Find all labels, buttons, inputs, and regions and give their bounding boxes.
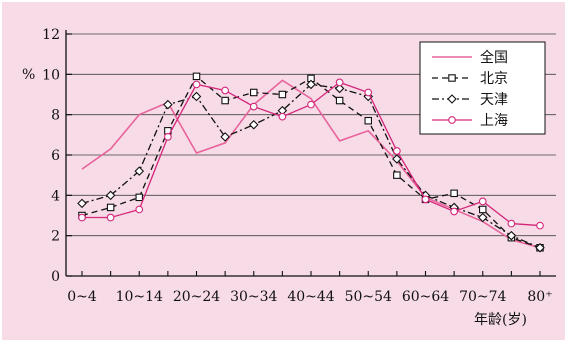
circle-marker [164,133,172,141]
diamond-marker [191,91,202,102]
circle-marker [364,88,373,97]
diamond-marker [447,94,457,104]
diamond-marker [220,132,230,142]
square-marker [106,203,115,212]
axes [65,30,556,277]
square-marker [450,189,458,198]
diamond-marker [535,242,545,253]
diamond-marker [105,190,116,201]
circle-marker [335,78,344,87]
series-lines [77,72,545,253]
series-2 [78,72,544,252]
square-marker [192,72,201,81]
circle-marker [478,197,487,206]
square-marker [278,90,287,99]
diamond-marker [248,119,259,130]
x-tick-label: 0~4 [67,289,97,305]
circle-marker [249,102,258,111]
circle-marker [450,207,458,216]
legend-label: 天津 [480,92,508,108]
legend-item: 北京 [432,71,508,87]
circle-marker [393,147,401,155]
diamond-marker [306,79,316,90]
x-tick-label: 70~74 [459,289,506,305]
series-line [81,79,541,249]
diamond-marker [77,198,87,209]
y-tick-label: 0 [51,269,60,285]
circle-marker [221,86,229,95]
y-tick-label: 4 [51,188,60,204]
series-4 [78,78,544,230]
x-tick-label: 10~14 [116,289,163,305]
square-marker [364,116,372,125]
circle-marker [307,100,315,109]
square-marker [221,96,229,105]
y-tick-label: 10 [42,67,60,83]
circle-marker [135,205,144,214]
series-1 [81,79,541,249]
diamond-marker [506,230,517,241]
circle-marker [421,195,430,204]
legend-item: 上海 [432,113,508,129]
circle-marker [192,80,201,89]
legend-item: 天津 [432,92,508,108]
diamond-marker [163,99,173,110]
square-marker [478,205,487,214]
diamond-marker [134,166,145,176]
x-tick-label: 20~24 [173,289,220,305]
series-3 [77,79,545,253]
y-tick-label: 6 [51,148,60,164]
y-tick-label: 2 [51,229,60,245]
x-tick-label: 50~54 [345,289,392,305]
circle-marker [448,116,456,124]
x-tick-label: 60~64 [402,289,449,305]
y-tick-label: 8 [51,108,60,124]
square-marker [448,74,456,82]
x-tick-label: 40~44 [287,289,334,305]
legend-label: 上海 [480,113,508,129]
y-axis-unit: % [22,67,35,83]
diamond-marker [392,154,402,164]
legend-label: 北京 [480,71,508,87]
circle-marker [278,112,287,121]
y-tick-labels: 0 2 4 6 8 10 12 [42,27,60,285]
circle-marker [78,213,86,222]
legend-item: 全国 [432,49,508,66]
square-marker [335,96,344,105]
x-tick-label: 30~34 [230,289,277,305]
square-marker [393,171,401,179]
diamond-marker [334,83,345,94]
x-tick-label: 80⁺ [527,289,552,305]
circle-marker [507,219,516,228]
square-marker [135,193,144,202]
circle-marker [106,213,115,222]
circle-marker [536,221,544,230]
x-axis-title: 年龄(岁) [474,312,527,328]
square-marker [250,88,258,97]
x-tick-labels: 0~4 10~14 20~24 30~34 40~44 50~54 60~64 70~74 80… [67,289,552,305]
legend-label: 全国 [480,49,508,66]
diamond-marker [477,212,488,223]
y-tick-label: 12 [42,27,60,43]
